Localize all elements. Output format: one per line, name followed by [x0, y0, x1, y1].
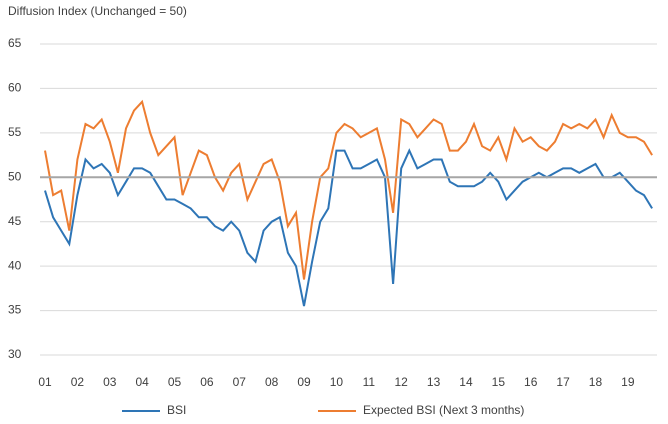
- x-tick-label: 19: [621, 375, 635, 389]
- x-tick-label: 02: [71, 375, 85, 389]
- y-tick-label: 40: [8, 258, 22, 272]
- x-tick-label: 12: [395, 375, 409, 389]
- y-tick-label: 55: [8, 125, 22, 139]
- x-tick-label: 18: [589, 375, 603, 389]
- x-tick-label: 14: [459, 375, 473, 389]
- series-line: [44, 99, 653, 280]
- x-tick-label: 08: [265, 375, 279, 389]
- series-line: [44, 148, 653, 307]
- x-tick-label: 13: [427, 375, 441, 389]
- x-tick-label: 04: [135, 375, 149, 389]
- legend-label: BSI: [167, 403, 186, 417]
- x-tick-label: 16: [524, 375, 538, 389]
- x-tick-label: 07: [233, 375, 247, 389]
- x-tick-label: 17: [556, 375, 570, 389]
- y-axis-title: Diffusion Index (Unchanged = 50): [8, 4, 187, 18]
- y-tick-label: 65: [8, 36, 22, 50]
- legend-label: Expected BSI (Next 3 months): [363, 403, 524, 417]
- x-tick-label: 10: [330, 375, 344, 389]
- y-tick-label: 45: [8, 214, 22, 228]
- x-tick-label: 11: [363, 375, 376, 389]
- x-tick-label: 01: [38, 375, 52, 389]
- y-tick-label: 30: [8, 347, 22, 361]
- x-tick-label: 03: [103, 375, 117, 389]
- x-tick-label: 06: [200, 375, 214, 389]
- y-tick-label: 60: [8, 81, 22, 95]
- x-tick-label: 05: [168, 375, 182, 389]
- x-tick-label: 09: [297, 375, 311, 389]
- y-tick-label: 35: [8, 303, 22, 317]
- y-tick-label: 50: [8, 169, 22, 183]
- x-tick-label: 15: [492, 375, 506, 389]
